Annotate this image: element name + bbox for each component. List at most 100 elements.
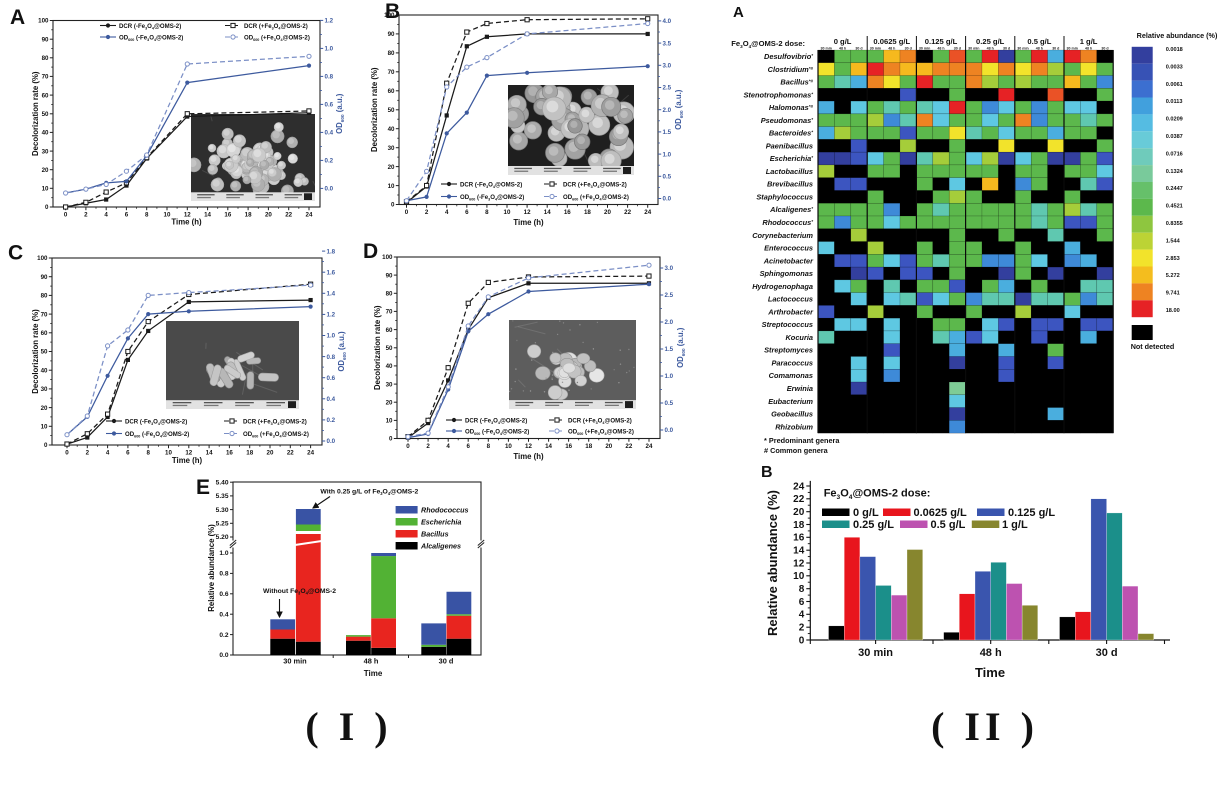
svg-text:0.2: 0.2 bbox=[325, 158, 334, 165]
svg-text:30 d: 30 d bbox=[439, 657, 454, 666]
svg-text:Time (h): Time (h) bbox=[172, 456, 203, 465]
svg-text:8: 8 bbox=[146, 449, 150, 456]
svg-text:16: 16 bbox=[226, 449, 233, 456]
svg-text:40: 40 bbox=[386, 363, 393, 370]
svg-text:DCR (+Fe3O4@OMS-2): DCR (+Fe3O4@OMS-2) bbox=[568, 417, 632, 424]
svg-text:30 min: 30 min bbox=[858, 647, 893, 659]
svg-text:24: 24 bbox=[646, 443, 653, 450]
svg-text:0.4: 0.4 bbox=[327, 396, 336, 403]
svg-text:5.25: 5.25 bbox=[216, 521, 229, 528]
svg-text:0 g/L: 0 g/L bbox=[834, 37, 852, 46]
svg-text:0.4: 0.4 bbox=[325, 130, 334, 137]
svg-text:OD600 (+Fe3O4@OMS-2): OD600 (+Fe3O4@OMS-2) bbox=[563, 194, 629, 201]
svg-text:90: 90 bbox=[386, 272, 393, 279]
svg-text:20: 20 bbox=[41, 405, 48, 412]
svg-text:Fe3O4@OMS-2 dose:: Fe3O4@OMS-2 dose: bbox=[731, 39, 805, 49]
svg-text:0: 0 bbox=[44, 442, 48, 449]
svg-text:OD600 (-Fe3O4@OMS-2): OD600 (-Fe3O4@OMS-2) bbox=[119, 34, 183, 41]
svg-text:0.0018: 0.0018 bbox=[1166, 47, 1183, 53]
svg-text:40: 40 bbox=[42, 130, 49, 137]
svg-text:20: 20 bbox=[793, 507, 805, 518]
svg-text:70: 70 bbox=[388, 69, 395, 76]
svg-text:10: 10 bbox=[504, 209, 511, 216]
svg-text:22: 22 bbox=[625, 443, 632, 450]
svg-text:30 d: 30 d bbox=[1096, 647, 1118, 659]
svg-text:30 d: 30 d bbox=[1052, 46, 1059, 50]
svg-text:2.0: 2.0 bbox=[665, 319, 674, 326]
svg-text:30 min: 30 min bbox=[1017, 46, 1028, 50]
svg-text:DCR (+Fe3O4@OMS-2): DCR (+Fe3O4@OMS-2) bbox=[244, 23, 308, 30]
svg-text:DCR (-Fe3O4@OMS-2): DCR (-Fe3O4@OMS-2) bbox=[119, 23, 181, 30]
svg-text:80: 80 bbox=[386, 291, 393, 298]
svg-text:6: 6 bbox=[125, 211, 129, 218]
svg-text:80: 80 bbox=[41, 293, 48, 300]
svg-text:C: C bbox=[8, 242, 23, 265]
svg-text:80: 80 bbox=[42, 55, 49, 62]
svg-text:40: 40 bbox=[388, 126, 395, 133]
svg-text:2.5: 2.5 bbox=[663, 85, 672, 92]
svg-text:Bacillus*#: Bacillus*# bbox=[780, 78, 813, 87]
svg-text:# Common genera: # Common genera bbox=[764, 446, 829, 455]
svg-text:5.20: 5.20 bbox=[216, 534, 229, 541]
svg-text:0.0387: 0.0387 bbox=[1166, 134, 1183, 140]
svg-text:60: 60 bbox=[41, 330, 48, 337]
svg-text:16: 16 bbox=[793, 533, 805, 544]
svg-text:40: 40 bbox=[41, 367, 48, 374]
svg-text:100: 100 bbox=[382, 254, 393, 261]
svg-text:Geobacillus: Geobacillus bbox=[771, 410, 813, 419]
svg-text:Lactococcus: Lactococcus bbox=[768, 295, 813, 304]
svg-text:100: 100 bbox=[384, 12, 395, 19]
svg-text:50: 50 bbox=[388, 107, 395, 114]
svg-text:2: 2 bbox=[799, 623, 805, 634]
svg-text:30 min: 30 min bbox=[821, 46, 832, 50]
svg-text:Enterococcus: Enterococcus bbox=[764, 244, 813, 253]
svg-text:1.544: 1.544 bbox=[1166, 238, 1181, 244]
svg-text:Fe3O4@OMS-2 dose:: Fe3O4@OMS-2 dose: bbox=[824, 488, 931, 502]
svg-text:0.0: 0.0 bbox=[663, 196, 672, 203]
svg-text:30 min: 30 min bbox=[968, 46, 979, 50]
svg-text:B: B bbox=[761, 464, 773, 481]
svg-text:Time (h): Time (h) bbox=[513, 452, 544, 461]
svg-text:0.6: 0.6 bbox=[325, 102, 334, 109]
svg-text:Escherichia*: Escherichia* bbox=[770, 154, 814, 163]
svg-text:20: 20 bbox=[386, 399, 393, 406]
svg-text:1.0: 1.0 bbox=[665, 373, 674, 380]
svg-text:0.1324: 0.1324 bbox=[1166, 169, 1184, 175]
svg-text:16: 16 bbox=[564, 209, 571, 216]
svg-text:Alcaligenes*: Alcaligenes* bbox=[769, 205, 813, 214]
svg-text:OD600 (+Fe3O4@OMS-2): OD600 (+Fe3O4@OMS-2) bbox=[244, 34, 310, 41]
svg-text:Clostridium*#: Clostridium*# bbox=[768, 65, 814, 74]
svg-text:OD600 (-Fe3O4@OMS-2): OD600 (-Fe3O4@OMS-2) bbox=[460, 194, 524, 201]
svg-text:10: 10 bbox=[386, 418, 393, 425]
svg-text:Time (h): Time (h) bbox=[171, 218, 202, 227]
svg-text:1.2: 1.2 bbox=[325, 18, 334, 25]
svg-text:20: 20 bbox=[267, 449, 274, 456]
svg-text:OD600 (a.u.): OD600 (a.u.) bbox=[674, 89, 684, 130]
svg-text:8: 8 bbox=[487, 443, 491, 450]
svg-text:1.5: 1.5 bbox=[665, 346, 674, 353]
svg-text:Rhodococcus: Rhodococcus bbox=[421, 506, 469, 515]
svg-text:30 min: 30 min bbox=[870, 46, 881, 50]
svg-text:OD600 (a.u.): OD600 (a.u.) bbox=[337, 331, 347, 372]
svg-text:Stenotrophomonas*: Stenotrophomonas* bbox=[743, 90, 813, 99]
svg-text:1.6: 1.6 bbox=[327, 269, 336, 276]
svg-text:0.2: 0.2 bbox=[219, 632, 228, 639]
svg-text:2: 2 bbox=[84, 211, 88, 218]
svg-text:Desulfovibrio*: Desulfovibrio* bbox=[764, 52, 813, 61]
svg-text:0: 0 bbox=[64, 211, 68, 218]
svg-text:8: 8 bbox=[799, 584, 805, 595]
svg-text:0.6: 0.6 bbox=[327, 375, 336, 382]
svg-text:0.0113: 0.0113 bbox=[1166, 99, 1183, 105]
svg-text:60: 60 bbox=[42, 92, 49, 99]
svg-text:3.5: 3.5 bbox=[663, 40, 672, 47]
svg-text:0.5: 0.5 bbox=[665, 400, 674, 407]
svg-text:12: 12 bbox=[525, 443, 532, 450]
svg-text:Halomonas*#: Halomonas*# bbox=[769, 103, 814, 112]
svg-text:3.0: 3.0 bbox=[665, 265, 674, 272]
svg-text:12: 12 bbox=[524, 209, 531, 216]
svg-text:Decolorization rate (%): Decolorization rate (%) bbox=[31, 71, 40, 156]
svg-text:48 h: 48 h bbox=[839, 46, 846, 50]
svg-text:48 h: 48 h bbox=[1036, 46, 1043, 50]
svg-text:60: 60 bbox=[386, 327, 393, 334]
svg-text:30 d: 30 d bbox=[954, 46, 961, 50]
